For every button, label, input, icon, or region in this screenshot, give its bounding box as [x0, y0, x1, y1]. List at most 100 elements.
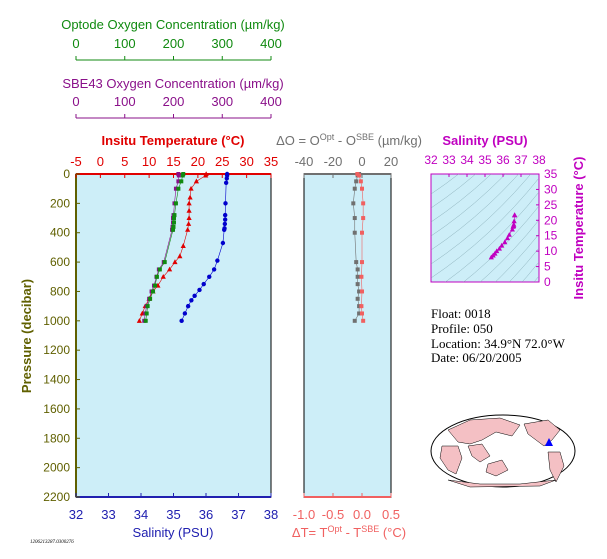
delta_t-point	[361, 216, 366, 221]
delta_t-point	[361, 318, 366, 323]
delta_t-point	[359, 304, 364, 309]
ts-temperature-tick-label: 15	[544, 229, 558, 243]
profile-series	[136, 171, 230, 324]
optode-profile-point	[179, 179, 184, 184]
ts-point	[496, 245, 502, 251]
ts-series	[488, 212, 518, 260]
difference-panel: ΔO = OOpt - OSBE (µm/kg) -40 -20 0 20 -1.0-…	[276, 132, 422, 540]
ts-density-contours	[431, 174, 539, 282]
delta-t-axis-tick-label: 0.5	[382, 507, 400, 522]
world-map	[430, 414, 576, 488]
density-contour	[444, 191, 539, 282]
optode-profile-point	[171, 224, 176, 229]
ts-salinity-tick-label: 32	[424, 153, 438, 167]
pressure-axis-tick-label: 1000	[43, 314, 70, 328]
delta-o-axis-tick-label: -20	[324, 154, 343, 169]
temperature-profile-point	[180, 243, 186, 248]
pressure-axis-tick-label: 1800	[43, 431, 70, 445]
delta-t-axis-tick-label: -0.5	[322, 507, 344, 522]
salinity-profile-point	[223, 180, 229, 186]
delta_t-point	[360, 289, 364, 294]
map-float-location-marker	[545, 438, 553, 446]
salinity-profile-point	[222, 227, 227, 232]
density-contour	[431, 174, 506, 237]
delta_t-point	[357, 173, 362, 178]
optode-profile-point	[176, 186, 181, 191]
delta_o-point	[355, 296, 360, 301]
density-contour	[495, 233, 539, 282]
temperature-axis-tick-label: -5	[70, 154, 82, 169]
ts-point	[502, 239, 508, 245]
ts-point	[506, 231, 512, 237]
temperature-axis-tick-label: 20	[191, 154, 205, 169]
optode-profile-point	[154, 274, 159, 279]
salinity-profile-point	[192, 293, 197, 299]
pressure-axis-tick-label: 800	[50, 284, 70, 298]
temperature-axis-title: Insitu Temperature (°C)	[102, 133, 245, 148]
map-antarctica	[447, 479, 557, 488]
salinity-axis-label: Salinity (PSU)	[133, 525, 214, 540]
map-africa	[439, 445, 463, 475]
ts-temperature-tick-label: 35	[544, 167, 558, 181]
optode-profile-point	[171, 227, 176, 232]
pressure-axis-tick-label: 200	[50, 196, 70, 210]
ts-temperature-tick-label: 30	[544, 182, 558, 196]
temperature-axis-tick-label: 10	[142, 154, 156, 169]
delta-o-axis-title: ΔO = OOpt - OSBE (µm/kg)	[276, 132, 422, 148]
salinity-profile-point	[197, 287, 202, 293]
pressure-axis-tick-label: 1200	[43, 343, 70, 357]
map-australia	[485, 459, 509, 477]
temperature-profile-point	[177, 253, 183, 259]
salinity-profile-point	[201, 281, 206, 287]
delta-o-axis-tick-label: 20	[384, 154, 398, 169]
ts-temperature-label: Insitu Temperature (°C)	[571, 157, 586, 300]
temperature-profile-point	[186, 221, 192, 226]
delta_o-point	[351, 201, 356, 206]
salinity-profile-point	[179, 318, 184, 324]
temperature-axis-tick-label: 30	[239, 154, 253, 169]
sbe-axis-title: SBE43 Oxygen Concentration (µm/kg)	[62, 76, 283, 91]
temperature-profile-point	[203, 172, 209, 178]
delta_t-point	[358, 179, 363, 184]
temperature-profile-point	[193, 178, 200, 184]
optode-axis: Optode Oxygen Concentration (µm/kg) 0 100…	[61, 17, 285, 61]
temperature-profile-point	[186, 200, 192, 206]
optode-profile-point	[180, 173, 185, 178]
pressure-axis-tick-label: 600	[50, 255, 70, 269]
density-contour	[431, 174, 532, 265]
delta_o-point	[352, 230, 357, 235]
date-line: Date: 06/20/2005	[431, 350, 522, 365]
density-contour	[521, 261, 539, 282]
temperature-profile-point	[188, 185, 194, 191]
delta_o-point	[355, 267, 360, 272]
temperature-profile-point	[186, 207, 192, 213]
salinity-profile-point	[215, 258, 220, 263]
sbe43-profile-point	[176, 179, 181, 184]
sbe-axis-tick-label: 100	[114, 94, 136, 109]
profile-line: Profile: 050	[431, 321, 493, 336]
salinity-axis-tick-label: 34	[134, 507, 148, 522]
salinity-profile-point	[185, 303, 191, 309]
temperature-axis-tick-label: 25	[215, 154, 229, 169]
optode-axis-tick-label: 0	[72, 36, 79, 51]
optode-profile-point	[144, 311, 149, 316]
pressure-axis-tick-label: 2200	[43, 490, 70, 504]
optode-axis-tick-label: 400	[260, 36, 282, 51]
ts-salinity-ticks: 32 33 34 35 36 37 38	[424, 153, 546, 177]
float-info: Float: 0018 Profile: 050 Location: 34.9°…	[431, 306, 566, 365]
ts-salinity-tick-label: 37	[514, 153, 528, 167]
delta_o-point	[357, 289, 362, 294]
optode-profile-point	[148, 296, 153, 301]
pressure-axis-tick-label: 1400	[43, 373, 70, 387]
sbe-axis-tick-label: 0	[72, 94, 79, 109]
pressure-axis-label: Pressure (decibar)	[19, 279, 34, 393]
temperature-profile-point	[187, 194, 193, 200]
salinity-profile-point	[211, 267, 217, 272]
ts-salinity-tick-label: 36	[496, 153, 510, 167]
salinity-profile-point	[220, 240, 226, 246]
pressure-axis-tick-label: 400	[50, 226, 70, 240]
temperature-axis-tick-label: 5	[121, 154, 128, 169]
